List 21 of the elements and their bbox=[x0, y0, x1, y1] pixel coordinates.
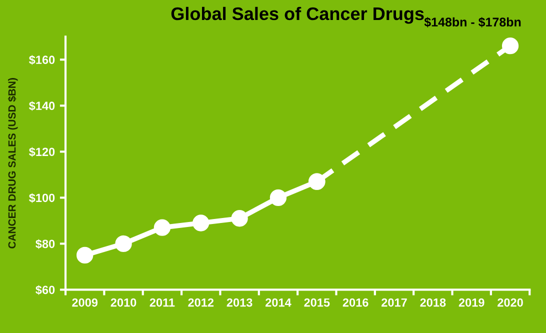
x-tick-label: 2019 bbox=[458, 298, 484, 307]
y-tick-label: $120 bbox=[29, 147, 55, 157]
x-tick-label: 2011 bbox=[150, 298, 175, 307]
x-tick-label: 2020 bbox=[498, 298, 523, 307]
x-tick-label: 2015 bbox=[304, 298, 330, 307]
x-tick-label: 2017 bbox=[382, 298, 407, 307]
x-tick-label: 2010 bbox=[110, 298, 136, 307]
x-tick-label: 2018 bbox=[420, 298, 446, 307]
y-tick-label: $80 bbox=[36, 239, 55, 249]
y-tick-label: $140 bbox=[29, 101, 55, 111]
annotation: $148bn - $178bn bbox=[424, 17, 521, 28]
chart-title: Global Sales of Cancer Drugs bbox=[171, 6, 424, 24]
y-tick-label: $100 bbox=[29, 193, 55, 203]
y-tick-label: $60 bbox=[36, 285, 55, 295]
y-axis-title: CANCER DRUG SALES (USD $BN) bbox=[8, 78, 18, 248]
x-tick-label: 2012 bbox=[188, 298, 214, 307]
x-tick-label: 2014 bbox=[266, 298, 292, 307]
x-tick-label: 2016 bbox=[342, 298, 368, 307]
y-tick-label: $160 bbox=[29, 55, 55, 65]
x-tick-label: 2013 bbox=[226, 298, 252, 307]
x-tick-label: 2009 bbox=[72, 298, 98, 307]
